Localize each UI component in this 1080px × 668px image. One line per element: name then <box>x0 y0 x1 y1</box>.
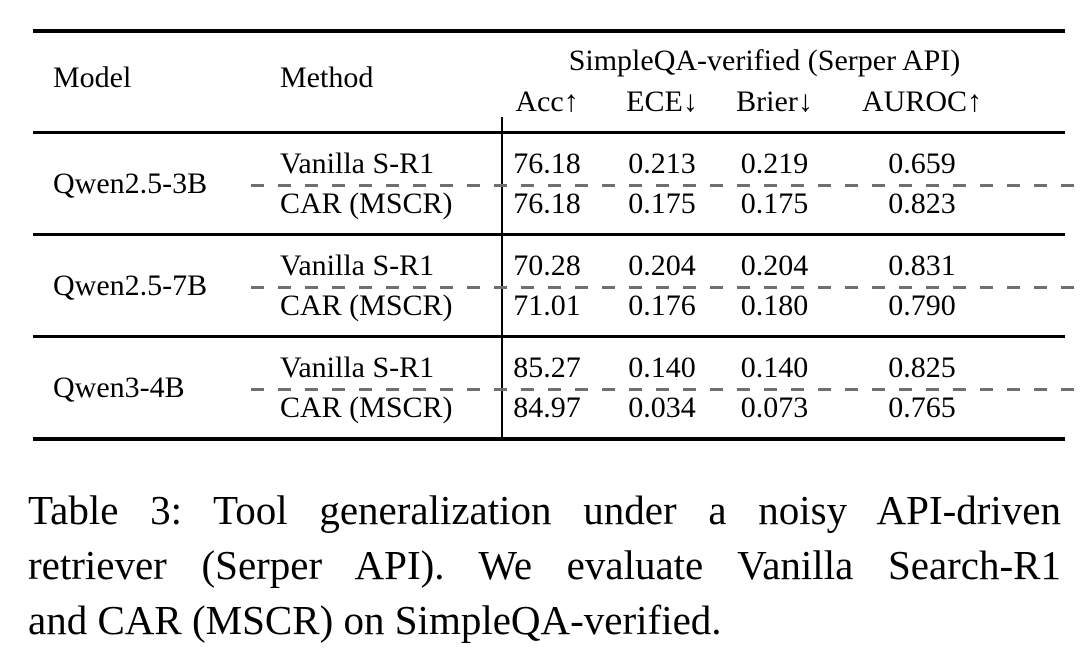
column-group-header-simpleqa: SimpleQA-verified (Serper API) <box>568 44 961 77</box>
auroc-value: 0.823 <box>888 187 956 220</box>
method-cell: Vanilla S-R1 <box>280 146 435 180</box>
caption-line: and CAR (MSCR) on SimpleQA-verified. <box>28 597 722 643</box>
method-cell: Vanilla S-R1 <box>280 350 435 384</box>
column-header-auroc: AUROC↑ <box>861 85 982 118</box>
brier-value: 0.180 <box>740 289 809 322</box>
auroc-value: 0.659 <box>888 146 956 180</box>
ece-value: 0.204 <box>628 248 696 282</box>
ece-value: 0.213 <box>628 146 696 180</box>
ece-value: 0.140 <box>628 350 696 384</box>
auroc-value: 0.831 <box>888 248 956 282</box>
column-header-brier: Brier↓ <box>736 85 813 118</box>
ece-value: 0.034 <box>628 391 696 424</box>
table-group-qwen2_5-7b: Qwen2.5-7B Vanilla S-R1 70.28 0.204 0.20… <box>33 233 1065 335</box>
caption-line: Table 3: Tool generalization under a noi… <box>28 487 1061 533</box>
brier-value: 0.073 <box>740 391 809 424</box>
method-cell: CAR (MSCR) <box>280 187 453 220</box>
column-header-ece: ECE↓ <box>626 85 698 118</box>
method-cell: CAR (MSCR) <box>280 391 453 424</box>
auroc-value: 0.790 <box>888 289 956 322</box>
acc-value: 76.18 <box>513 146 581 180</box>
acc-value: 85.27 <box>513 350 581 384</box>
brier-value: 0.219 <box>740 146 809 180</box>
model-name: Qwen3-4B <box>53 370 185 404</box>
column-header-model: Model <box>53 61 132 94</box>
column-header-method: Method <box>280 61 374 94</box>
acc-value: 71.01 <box>513 289 581 322</box>
table-header-row: Model Method SimpleQA-verified (Serper A… <box>33 33 1065 131</box>
acc-value: 84.97 <box>513 391 581 424</box>
caption-line: retriever (Serper API). We evaluate Vani… <box>28 542 1061 588</box>
auroc-value: 0.825 <box>888 350 956 384</box>
auroc-value: 0.765 <box>888 391 956 424</box>
brier-value: 0.175 <box>740 187 809 220</box>
table-group-qwen2_5-3b: Qwen2.5-3B Vanilla S-R1 76.18 0.213 0.21… <box>33 131 1065 233</box>
table-group-qwen3-4b: Qwen3-4B Vanilla S-R1 85.27 0.140 0.140 … <box>33 335 1065 437</box>
method-cell: CAR (MSCR) <box>280 289 453 322</box>
model-name: Qwen2.5-7B <box>53 268 208 302</box>
acc-value: 70.28 <box>513 248 581 282</box>
column-separator-rule <box>501 117 503 439</box>
ece-value: 0.175 <box>628 187 696 220</box>
method-cell: Vanilla S-R1 <box>280 248 435 282</box>
results-table: Model Method SimpleQA-verified (Serper A… <box>33 29 1065 441</box>
dashed-row-separator <box>251 388 1080 391</box>
dashed-row-separator <box>251 286 1080 289</box>
brier-value: 0.140 <box>740 350 809 384</box>
model-name: Qwen2.5-3B <box>53 166 208 200</box>
ece-value: 0.176 <box>628 289 696 322</box>
brier-value: 0.204 <box>740 248 809 282</box>
dashed-row-separator <box>251 184 1080 187</box>
acc-value: 76.18 <box>513 187 581 220</box>
column-header-acc: Acc↑ <box>515 85 579 118</box>
table-caption: Table 3: Tool generalization under a noi… <box>28 483 1061 648</box>
